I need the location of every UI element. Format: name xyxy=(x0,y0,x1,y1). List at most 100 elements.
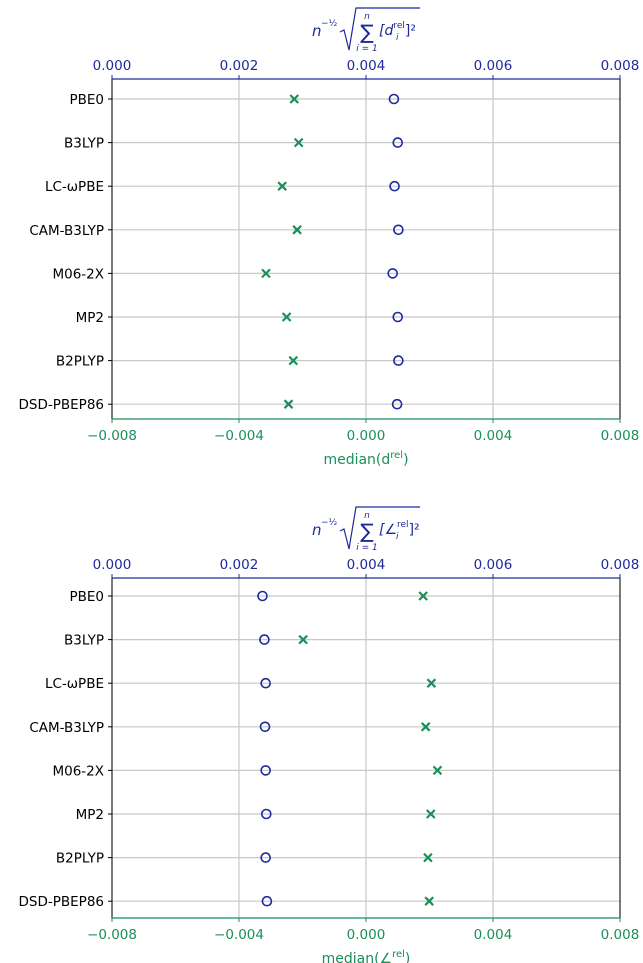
data-point-circle xyxy=(393,355,404,366)
top-tick-label: 0.000 xyxy=(93,58,132,74)
top-axis-label-radical xyxy=(339,7,420,51)
data-point-cross xyxy=(288,355,299,366)
category-label: M06-2X xyxy=(52,266,104,282)
data-point-circle xyxy=(257,590,268,602)
top-axis-label-radical xyxy=(339,506,420,550)
top-tick-label: 0.000 xyxy=(93,557,132,573)
data-point-circle xyxy=(261,895,273,907)
top-axis-label-sum-sign: ∑ xyxy=(360,20,374,44)
data-point-circle xyxy=(391,398,403,410)
category-label: LC-ωPBE xyxy=(45,676,104,692)
top-axis-label-sum-sign: ∑ xyxy=(360,519,374,543)
top-axis-label-sum-bottom: i = 1 xyxy=(356,543,378,553)
top-axis-label-body-main: [∠ xyxy=(379,522,397,538)
top-tick-label: 0.002 xyxy=(220,58,259,74)
top-tick-label: 0.002 xyxy=(220,557,259,573)
bottom-tick-label: 0.000 xyxy=(347,927,386,943)
data-point-circle xyxy=(259,721,271,733)
data-point-cross xyxy=(426,678,437,688)
bottom-axis-label: median(∠rel) xyxy=(322,949,411,963)
top-tick-label: 0.006 xyxy=(474,557,513,573)
data-point-circle xyxy=(392,137,404,148)
category-label: CAM-B3LYP xyxy=(29,223,104,239)
top-tick-label: 0.008 xyxy=(601,58,640,74)
data-point-cross xyxy=(293,137,304,148)
bottom-axis-label-tail: ) xyxy=(403,452,408,468)
data-point-cross xyxy=(292,225,302,235)
top-axis-label-n: n xyxy=(312,22,322,40)
data-point-cross xyxy=(424,896,434,906)
category-label: MP2 xyxy=(76,807,104,823)
data-point-cross xyxy=(425,809,436,819)
top-tick-label: 0.008 xyxy=(601,557,640,573)
top-axis-label-sub: i xyxy=(396,33,399,43)
data-point-circle xyxy=(260,677,271,689)
bottom-axis-label-tail: ) xyxy=(405,951,410,963)
bottom-tick-label: −0.008 xyxy=(87,927,137,943)
chart-panel-1: 0.000 0.002 0.004 0.006 0.008 −0.008 −0.004 0.0… xyxy=(19,7,640,468)
top-axis-label-exponent: −½ xyxy=(321,19,338,29)
bottom-axis-label-sup: rel xyxy=(392,949,405,960)
top-axis-label-sub: i xyxy=(396,532,399,542)
bottom-tick-label: −0.004 xyxy=(214,428,264,444)
top-axis-label-sum-bottom: i = 1 xyxy=(356,44,378,54)
top-tick-label: 0.004 xyxy=(347,557,386,573)
category-label: B3LYP xyxy=(64,633,104,649)
top-axis-label-body: [∠rel]² xyxy=(379,520,420,538)
category-label: B3LYP xyxy=(64,136,104,152)
category-label: DSD-PBEP86 xyxy=(19,894,104,910)
data-point-cross xyxy=(277,181,287,191)
category-label: DSD-PBEP86 xyxy=(19,397,104,413)
data-point-cross xyxy=(418,591,428,601)
category-label: PBE0 xyxy=(69,92,104,108)
data-point-circle xyxy=(389,180,400,192)
bottom-tick-label: −0.004 xyxy=(214,927,264,943)
bottom-tick-label: 0.004 xyxy=(474,428,513,444)
top-axis-label-body: [drel]² xyxy=(379,21,416,39)
top-tick-label: 0.004 xyxy=(347,58,386,74)
bottom-axis-label-main: median(∠ xyxy=(322,951,393,963)
top-tick-label: 0.006 xyxy=(474,58,513,74)
category-label: M06-2X xyxy=(52,763,104,779)
data-point-circle xyxy=(393,224,404,236)
data-point-circle xyxy=(387,268,398,279)
category-label: MP2 xyxy=(76,310,104,326)
bottom-tick-label: 0.000 xyxy=(347,428,386,444)
top-axis-label-sup: rel xyxy=(397,520,409,530)
bottom-axis-label-main: median(d xyxy=(323,452,390,468)
data-point-circle xyxy=(259,634,270,645)
category-label: B2PLYP xyxy=(56,354,104,370)
bottom-axis-label-sup: rel xyxy=(390,450,403,461)
data-point-circle xyxy=(261,808,272,820)
top-axis-label-exponent: −½ xyxy=(321,518,338,528)
top-axis-label-sum-top: n xyxy=(364,511,370,521)
bottom-tick-label: 0.008 xyxy=(601,927,640,943)
bottom-axis-label: median(drel) xyxy=(323,450,408,468)
data-point-cross xyxy=(261,268,271,279)
data-point-cross xyxy=(420,722,431,732)
data-point-circle xyxy=(388,93,400,105)
bottom-tick-label: −0.008 xyxy=(87,428,137,444)
data-point-circle xyxy=(260,765,271,776)
data-point-cross xyxy=(432,765,443,776)
chart-panel-2: 0.000 0.002 0.004 0.006 0.008 −0.008 −0.004 0.0… xyxy=(19,506,640,963)
category-label: B2PLYP xyxy=(56,851,104,867)
data-point-circle xyxy=(392,311,404,323)
top-axis-label-body-main: [d xyxy=(379,23,393,39)
top-axis-label-tail: ]² xyxy=(405,23,416,39)
category-label: PBE0 xyxy=(69,589,104,605)
top-axis-label-n: n xyxy=(312,521,322,539)
top-axis-label-sum-top: n xyxy=(364,12,370,22)
category-label: CAM-B3LYP xyxy=(29,720,104,736)
data-point-cross xyxy=(298,634,308,645)
data-point-cross xyxy=(281,312,292,322)
top-axis-label-sup: rel xyxy=(393,21,405,31)
data-point-cross xyxy=(423,852,433,863)
category-label: LC-ωPBE xyxy=(45,179,104,195)
data-point-cross xyxy=(289,94,300,104)
data-point-circle xyxy=(260,852,271,863)
bottom-tick-label: 0.004 xyxy=(474,927,513,943)
top-axis-label-tail: ]² xyxy=(409,522,420,538)
bottom-tick-label: 0.008 xyxy=(601,428,640,444)
